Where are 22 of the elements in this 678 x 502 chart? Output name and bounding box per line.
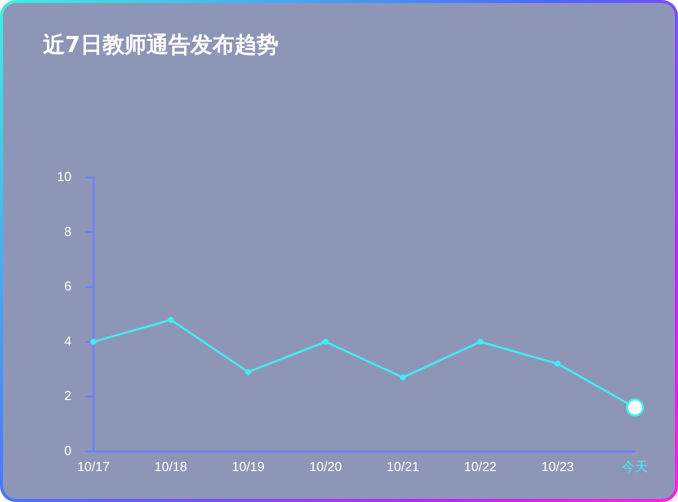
chart-title: 近7日教师通告发布趋势 [42,32,278,58]
x-tick-label: 10/20 [309,458,342,474]
x-tick-label: 今天 [622,458,648,474]
x-tick-label: 10/23 [541,458,574,474]
y-tick-label: 8 [64,224,72,239]
x-tick-label: 10/17 [77,458,110,474]
x-tick-label: 10/18 [154,458,188,474]
point [322,338,329,345]
point [477,338,484,345]
point [554,360,561,367]
x-tick-label: 10/19 [232,458,264,474]
x-tick-label: 10/21 [386,458,420,474]
y-tick-label: 10 [56,168,72,184]
y-tick-label: 2 [64,388,72,404]
y-tick-label: 4 [64,333,72,348]
point [400,374,406,380]
point [168,316,174,323]
x-tick-label: 10/22 [464,458,497,474]
y-tick-label: 0 [64,442,72,458]
point [245,368,252,375]
point [90,338,96,345]
y-tick-label: 6 [64,278,72,294]
